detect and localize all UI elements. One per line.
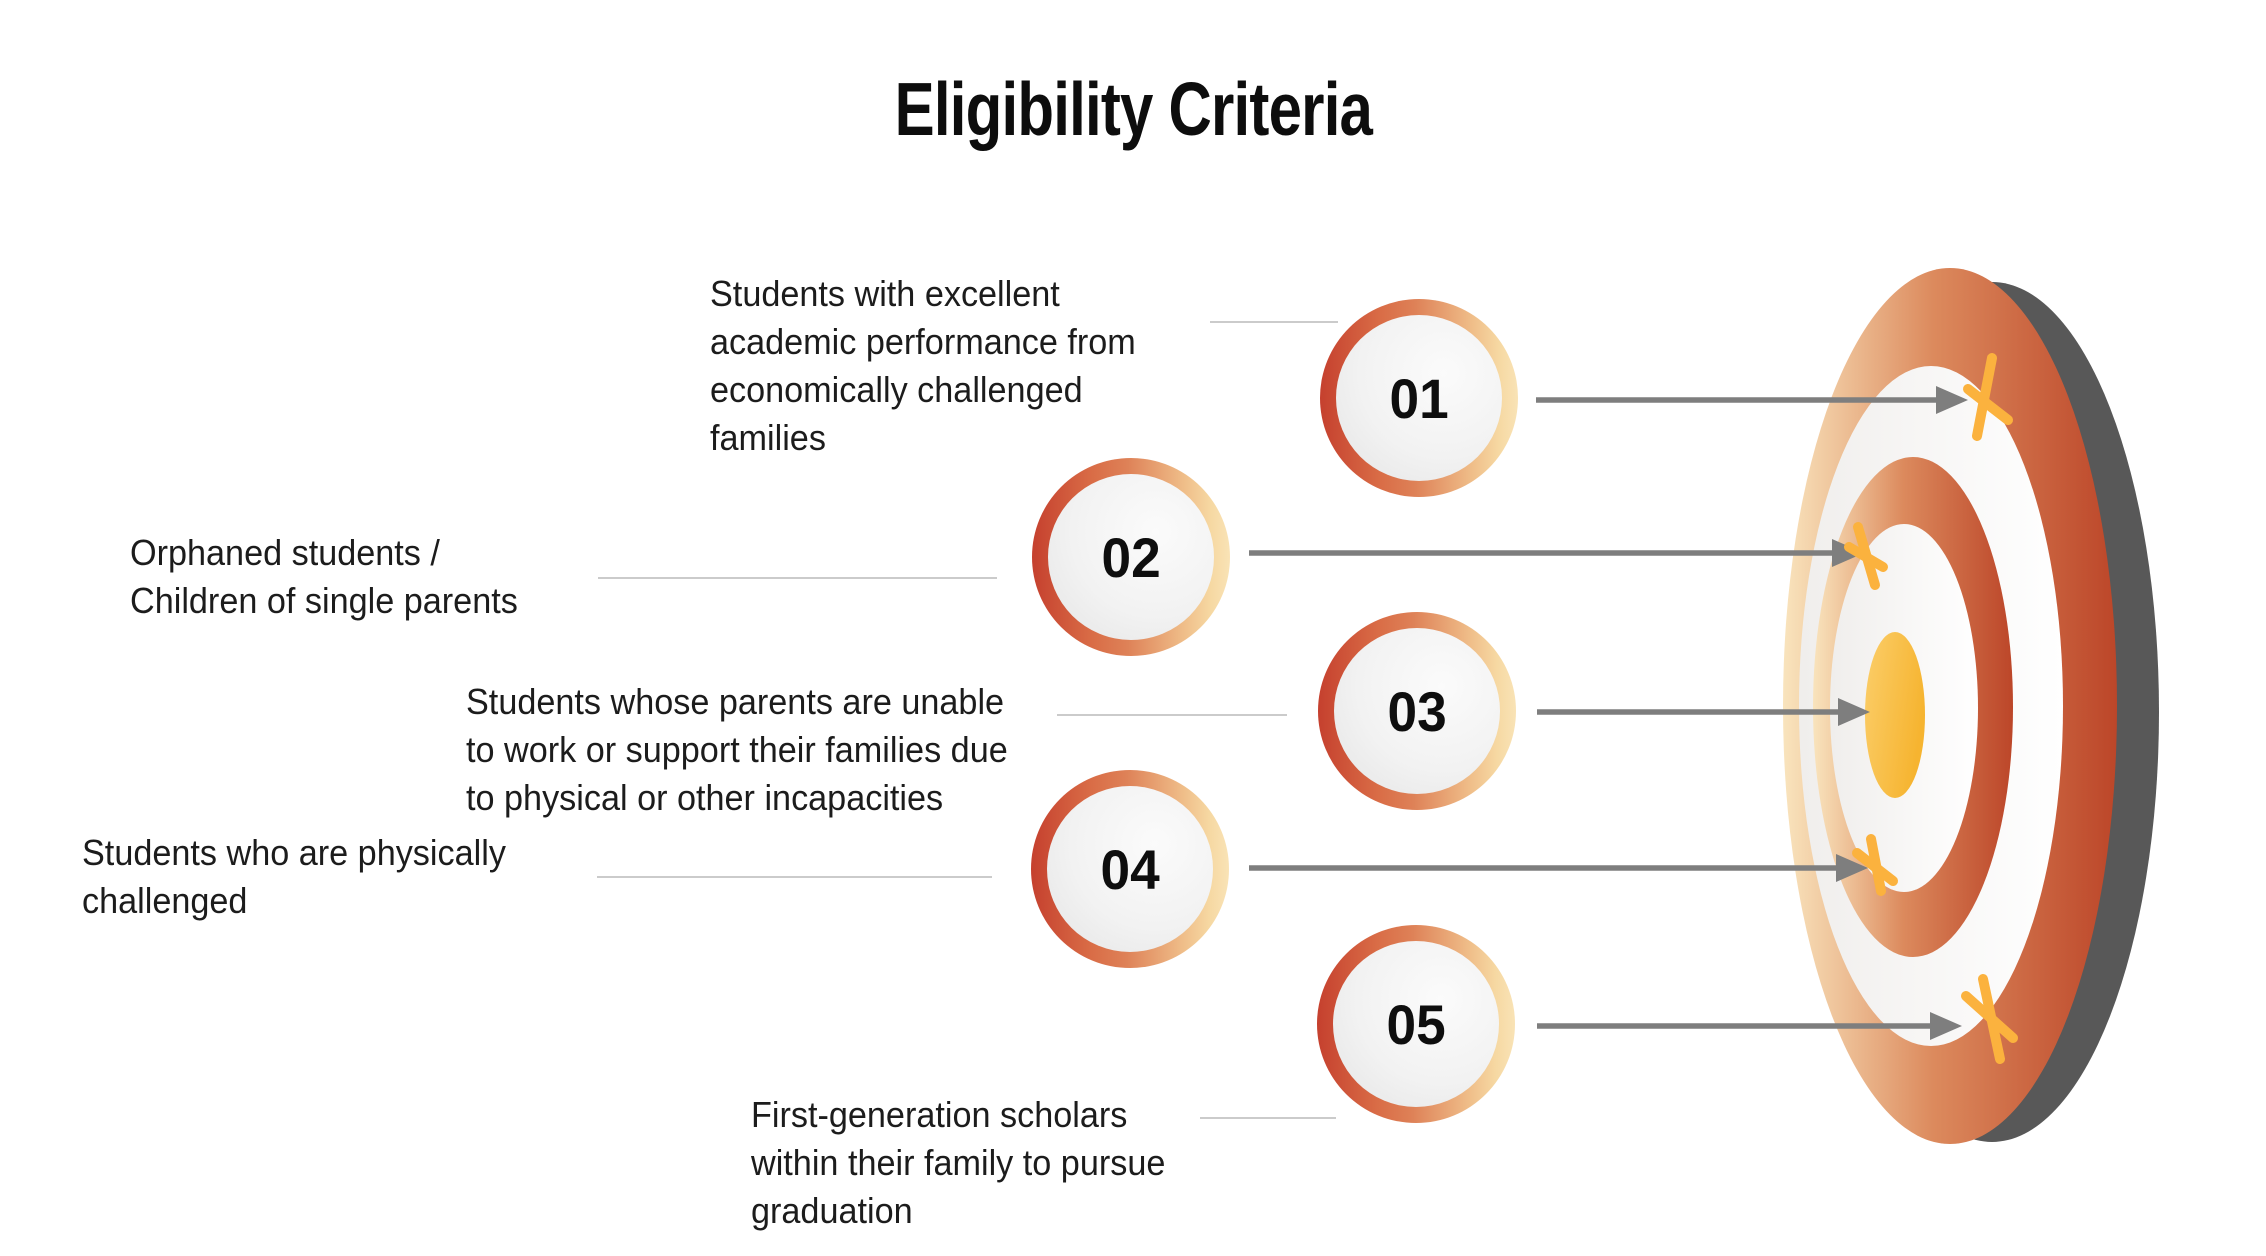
target-white-ring-outer	[1799, 366, 2063, 1046]
arrow-right-icon-5	[1537, 1012, 1962, 1040]
criterion-1-line-2: academic performance from	[710, 321, 1136, 362]
criterion-5-label: First-generation scholars within their f…	[751, 1091, 1165, 1235]
x-mark-icon-2	[1844, 522, 1888, 590]
target-back-disc	[1825, 282, 2159, 1142]
step-badge-01: 01	[1320, 299, 1518, 497]
step-badge-02: 02	[1032, 458, 1230, 656]
criterion-5-line-1: First-generation scholars	[751, 1094, 1128, 1135]
criterion-2-label: Orphaned students / Children of single p…	[130, 529, 518, 625]
step-badge-05-face: 05	[1333, 941, 1499, 1107]
criterion-1-line-4: families	[710, 417, 826, 458]
criterion-3-label: Students whose parents are unable to wor…	[466, 678, 1008, 822]
criterion-5-line-2: within their family to pursue	[751, 1142, 1166, 1183]
dartboard-target-icon	[1783, 268, 2159, 1144]
arrow-right-icon-2	[1249, 539, 1864, 567]
step-number-02: 02	[1101, 525, 1161, 589]
criterion-4-label: Students who are physically challenged	[82, 829, 506, 925]
arrow-right-icon-3	[1537, 698, 1870, 726]
criterion-4-line-2: challenged	[82, 880, 248, 921]
step-badge-02-face: 02	[1048, 474, 1214, 640]
step-badge-03-face: 03	[1334, 628, 1500, 794]
step-number-05: 05	[1386, 992, 1446, 1056]
criterion-2-line-1: Orphaned students /	[130, 532, 440, 573]
step-number-04: 04	[1100, 837, 1160, 901]
target-white-ring-inner	[1830, 524, 1978, 892]
x-mark-icon-5	[1961, 974, 2018, 1064]
bullseye-center	[1865, 632, 1925, 798]
hit-marks	[1844, 353, 2018, 1064]
criterion-1-line-1: Students with excellent	[710, 273, 1060, 314]
criterion-1-label: Students with excellent academic perform…	[710, 270, 1136, 462]
arrow-right-icon-4	[1249, 854, 1868, 882]
page-title-text: Eligibility Criteria	[894, 67, 1372, 151]
x-mark-icon-1	[1963, 353, 2013, 441]
criterion-5-line-3: graduation	[751, 1190, 913, 1231]
x-mark-icon-4	[1852, 834, 1898, 896]
step-badge-04-face: 04	[1047, 786, 1213, 952]
step-badge-03: 03	[1318, 612, 1516, 810]
step-number-03: 03	[1387, 679, 1447, 743]
target-outer-ring	[1783, 268, 2117, 1144]
criterion-2-line-2: Children of single parents	[130, 580, 518, 621]
target-middle-ring	[1813, 457, 2013, 957]
step-number-01: 01	[1389, 366, 1449, 430]
step-badge-04: 04	[1031, 770, 1229, 968]
criterion-3-line-3: to physical or other incapacities	[466, 777, 944, 818]
criterion-3-line-1: Students whose parents are unable	[466, 681, 1005, 722]
criterion-1-line-3: economically challenged	[710, 369, 1083, 410]
page-title: Eligibility Criteria	[0, 66, 2266, 152]
arrow-right-icon-1	[1536, 386, 1968, 414]
step-badge-01-face: 01	[1336, 315, 1502, 481]
criterion-3-line-2: to work or support their families due	[466, 729, 1008, 770]
step-badge-05: 05	[1317, 925, 1515, 1123]
criterion-4-line-1: Students who are physically	[82, 832, 506, 873]
